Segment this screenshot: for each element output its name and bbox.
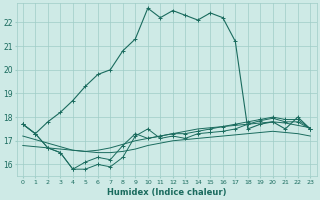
X-axis label: Humidex (Indice chaleur): Humidex (Indice chaleur) xyxy=(107,188,226,197)
